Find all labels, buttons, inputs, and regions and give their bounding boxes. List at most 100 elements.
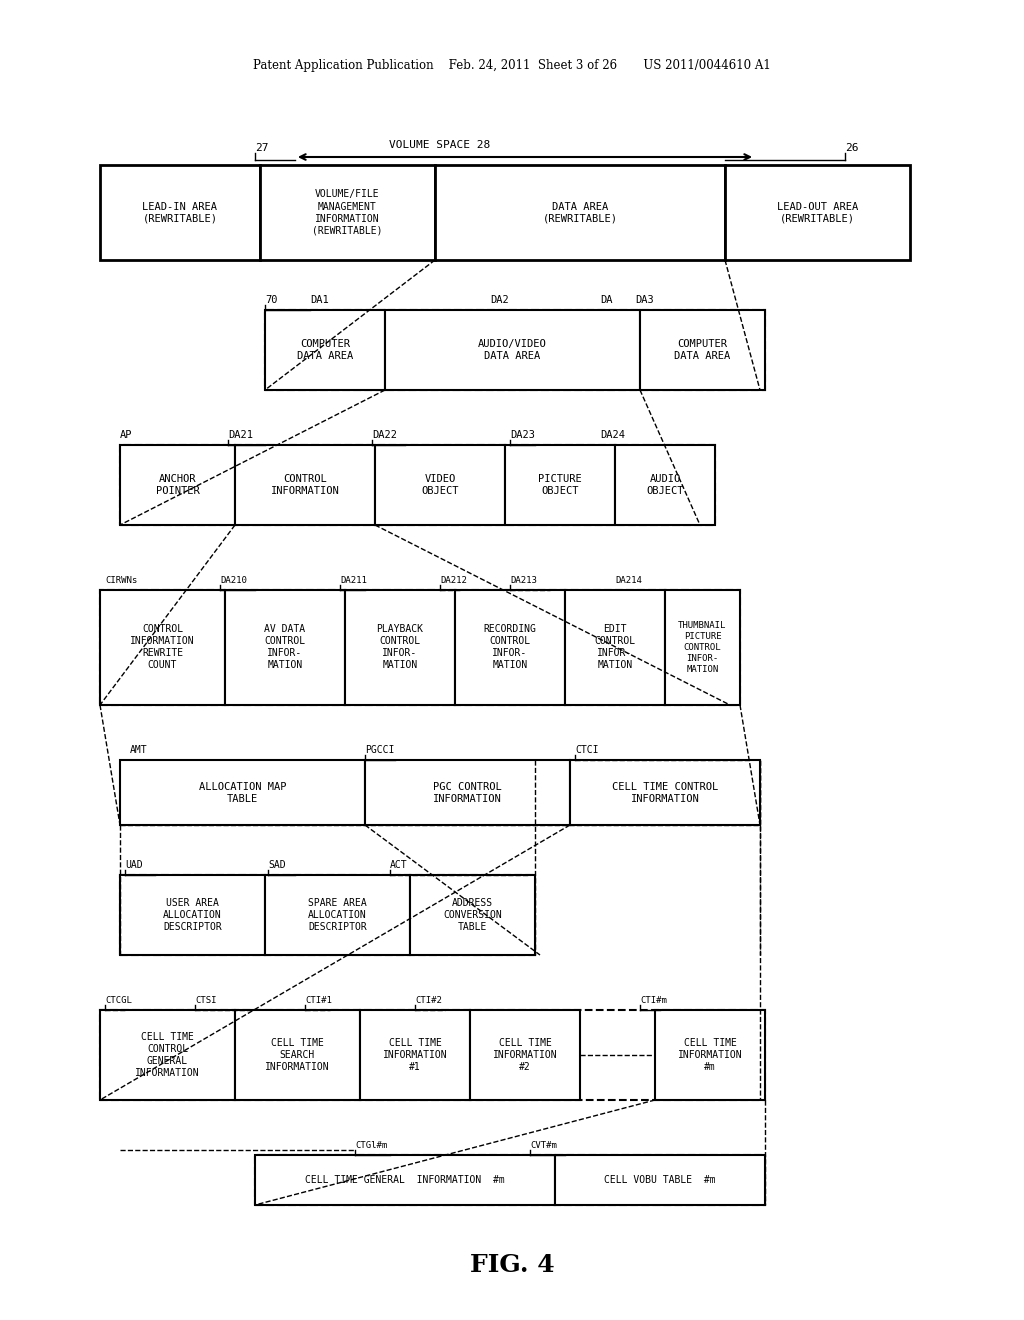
Text: CELL TIME GENERAL  INFORMATION  #m: CELL TIME GENERAL INFORMATION #m: [305, 1175, 505, 1185]
Bar: [455, 590, 565, 705]
Text: DA214: DA214: [615, 576, 642, 585]
Bar: [410, 875, 535, 954]
Text: PGC CONTROL
INFORMATION: PGC CONTROL INFORMATION: [433, 781, 502, 804]
Text: AMT: AMT: [130, 744, 147, 755]
Text: COMPUTER
DATA AREA: COMPUTER DATA AREA: [675, 339, 731, 360]
Text: THUMBNAIL
PICTURE
CONTROL
INFOR-
MATION: THUMBNAIL PICTURE CONTROL INFOR- MATION: [678, 622, 727, 673]
Text: 70: 70: [265, 294, 278, 305]
Text: DA212: DA212: [440, 576, 467, 585]
Text: SAD: SAD: [268, 861, 286, 870]
Text: AV DATA
CONTROL
INFOR-
MATION: AV DATA CONTROL INFOR- MATION: [264, 624, 305, 671]
Bar: [555, 1155, 765, 1205]
Text: DA2: DA2: [490, 294, 509, 305]
Bar: [345, 590, 455, 705]
Text: Patent Application Publication    Feb. 24, 2011  Sheet 3 of 26       US 2011/004: Patent Application Publication Feb. 24, …: [253, 58, 771, 71]
Text: DA3: DA3: [635, 294, 653, 305]
Bar: [100, 590, 225, 705]
Text: DA210: DA210: [220, 576, 247, 585]
Bar: [360, 1010, 470, 1100]
Text: ALLOCATION MAP
TABLE: ALLOCATION MAP TABLE: [199, 781, 287, 804]
Text: COMPUTER
DATA AREA: COMPUTER DATA AREA: [297, 339, 353, 360]
Text: PGCCI: PGCCI: [365, 744, 394, 755]
Bar: [725, 165, 910, 260]
Text: DA211: DA211: [340, 576, 367, 585]
Text: CTSI: CTSI: [195, 997, 216, 1005]
Text: DA22: DA22: [372, 430, 397, 440]
Text: ANCHOR
POINTER: ANCHOR POINTER: [156, 474, 200, 496]
Bar: [265, 310, 385, 389]
Text: DA24: DA24: [600, 430, 625, 440]
Bar: [435, 165, 725, 260]
Text: AP: AP: [120, 430, 132, 440]
Text: CVT#m: CVT#m: [530, 1140, 557, 1150]
Text: CELL TIME
INFORMATION
#2: CELL TIME INFORMATION #2: [493, 1038, 557, 1072]
Bar: [385, 310, 640, 389]
Bar: [255, 1155, 765, 1205]
Text: EDIT
CONTROL
INFOR-
MATION: EDIT CONTROL INFOR- MATION: [595, 624, 636, 671]
Text: CELL TIME
INFORMATION
#1: CELL TIME INFORMATION #1: [383, 1038, 447, 1072]
Text: CONTROL
INFORMATION
REWRITE
COUNT: CONTROL INFORMATION REWRITE COUNT: [130, 624, 195, 671]
Text: CTCGL: CTCGL: [105, 997, 132, 1005]
Text: CTI#2: CTI#2: [415, 997, 442, 1005]
Bar: [565, 590, 665, 705]
Text: DATA AREA
(REWRITABLE): DATA AREA (REWRITABLE): [543, 202, 617, 223]
Bar: [505, 445, 615, 525]
Text: VOLUME/FILE
MANAGEMENT
INFORMATION
(REWRITABLE): VOLUME/FILE MANAGEMENT INFORMATION (REWR…: [312, 190, 383, 235]
Text: 27: 27: [255, 143, 268, 153]
Text: ADDRESS
CONVERSION
TABLE: ADDRESS CONVERSION TABLE: [443, 898, 502, 932]
Bar: [375, 445, 505, 525]
Bar: [100, 165, 260, 260]
Bar: [120, 760, 365, 825]
Bar: [120, 760, 760, 825]
Bar: [265, 310, 765, 389]
Bar: [265, 875, 410, 954]
Text: FIG. 4: FIG. 4: [470, 1253, 554, 1276]
Text: CELL TIME CONTROL
INFORMATION: CELL TIME CONTROL INFORMATION: [612, 781, 718, 804]
Bar: [365, 760, 570, 825]
Text: CONTROL
INFORMATION: CONTROL INFORMATION: [270, 474, 339, 496]
Bar: [120, 875, 265, 954]
Bar: [120, 445, 234, 525]
Text: DA23: DA23: [510, 430, 535, 440]
Text: DA1: DA1: [310, 294, 329, 305]
Text: SPARE AREA
ALLOCATION
DESCRIPTOR: SPARE AREA ALLOCATION DESCRIPTOR: [308, 898, 367, 932]
Text: VIDEO
OBJECT: VIDEO OBJECT: [421, 474, 459, 496]
Text: DA213: DA213: [510, 576, 537, 585]
Bar: [640, 310, 765, 389]
Bar: [570, 760, 760, 825]
Text: PICTURE
OBJECT: PICTURE OBJECT: [539, 474, 582, 496]
Text: 26: 26: [845, 143, 858, 153]
Bar: [120, 445, 715, 525]
Bar: [655, 1010, 765, 1100]
Text: LEAD-OUT AREA
(REWRITABLE): LEAD-OUT AREA (REWRITABLE): [777, 202, 858, 223]
Text: UAD: UAD: [125, 861, 142, 870]
Bar: [255, 1155, 555, 1205]
Bar: [665, 590, 740, 705]
Text: AUDIO/VIDEO
DATA AREA: AUDIO/VIDEO DATA AREA: [478, 339, 547, 360]
Text: AUDIO
OBJECT: AUDIO OBJECT: [646, 474, 684, 496]
Text: ACT: ACT: [390, 861, 408, 870]
Bar: [615, 445, 715, 525]
Text: LEAD-IN AREA
(REWRITABLE): LEAD-IN AREA (REWRITABLE): [142, 202, 217, 223]
Text: USER AREA
ALLOCATION
DESCRIPTOR: USER AREA ALLOCATION DESCRIPTOR: [163, 898, 222, 932]
Bar: [225, 590, 345, 705]
Text: CTCI: CTCI: [575, 744, 598, 755]
Bar: [100, 1010, 234, 1100]
Text: CTI#1: CTI#1: [305, 997, 332, 1005]
Text: PLAYBACK
CONTROL
INFOR-
MATION: PLAYBACK CONTROL INFOR- MATION: [377, 624, 424, 671]
Text: CELL VOBU TABLE  #m: CELL VOBU TABLE #m: [604, 1175, 716, 1185]
Text: CELL TIME
INFORMATION
#m: CELL TIME INFORMATION #m: [678, 1038, 742, 1072]
Text: CTGl#m: CTGl#m: [355, 1140, 387, 1150]
Bar: [470, 1010, 580, 1100]
Text: RECORDING
CONTROL
INFOR-
MATION: RECORDING CONTROL INFOR- MATION: [483, 624, 537, 671]
Text: DA21: DA21: [228, 430, 253, 440]
Text: CTI#m: CTI#m: [640, 997, 667, 1005]
Text: CELL TIME
SEARCH
INFORMATION: CELL TIME SEARCH INFORMATION: [265, 1038, 330, 1072]
Text: CIRWNs: CIRWNs: [105, 576, 137, 585]
Bar: [234, 1010, 360, 1100]
Bar: [120, 875, 535, 954]
Text: VOLUME SPACE 28: VOLUME SPACE 28: [389, 140, 490, 150]
Text: DA: DA: [600, 294, 612, 305]
Bar: [100, 590, 740, 705]
Bar: [100, 1010, 765, 1100]
